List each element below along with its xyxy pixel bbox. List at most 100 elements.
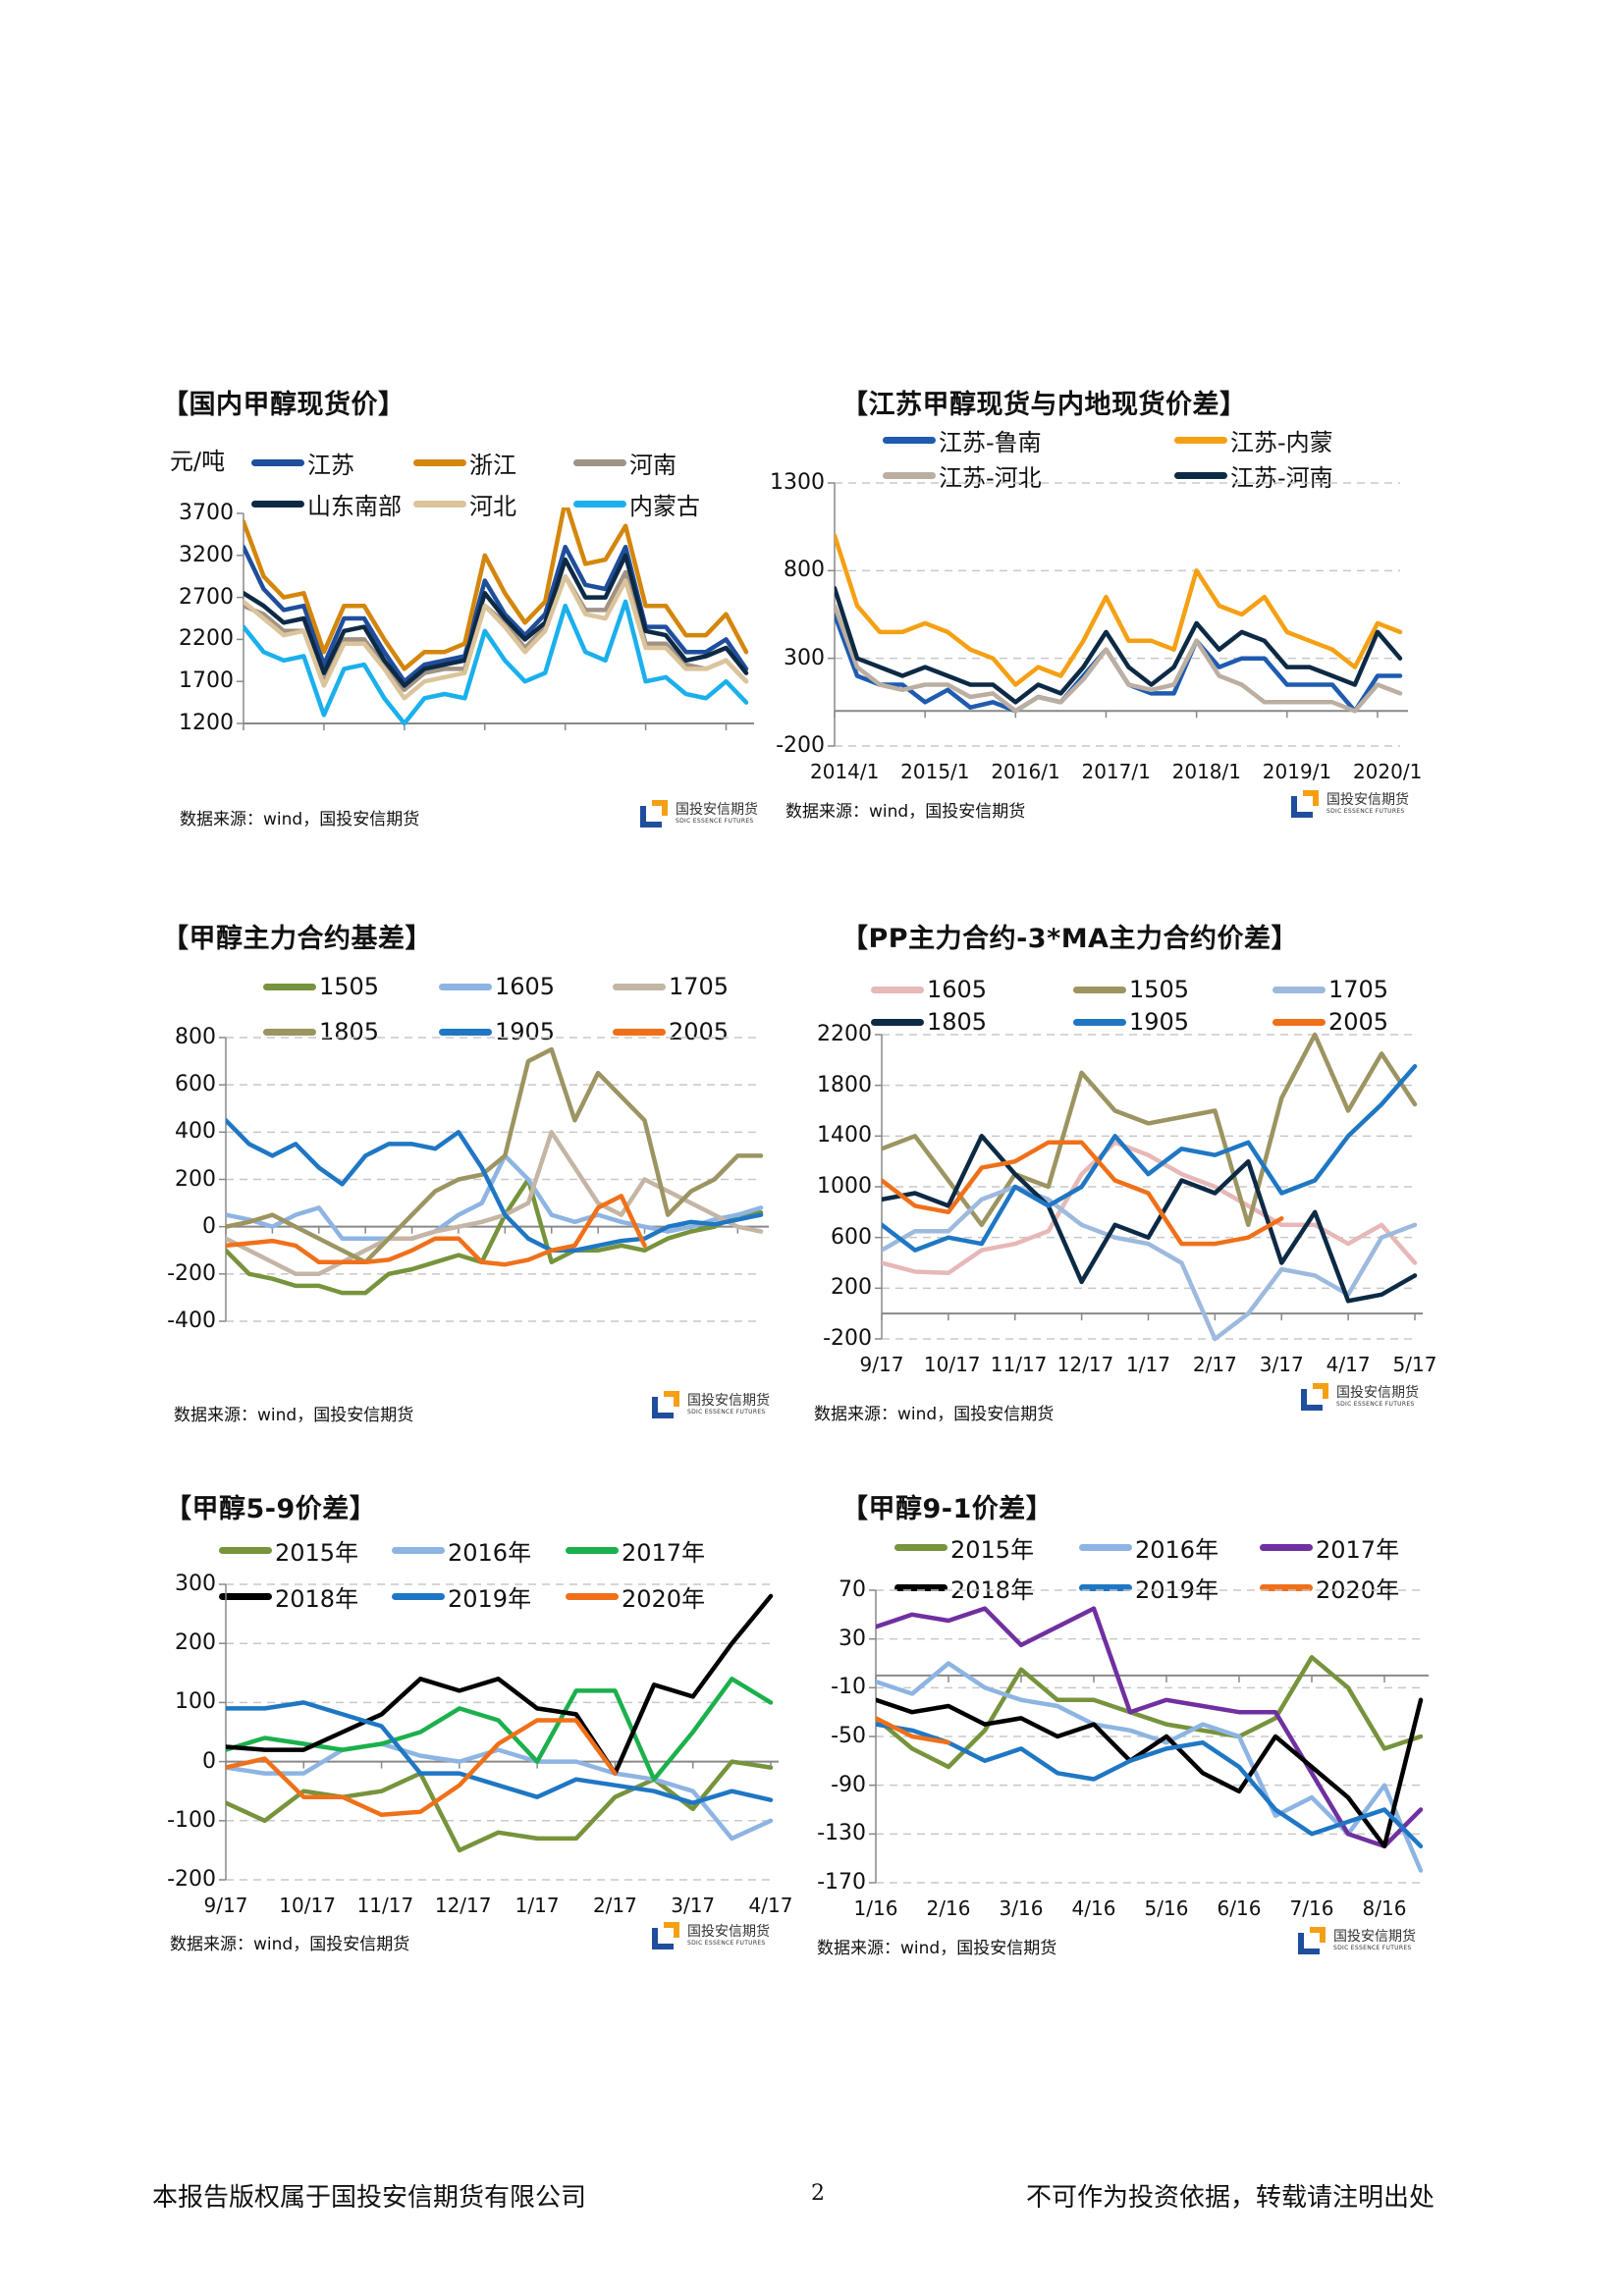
legend-swatch xyxy=(1272,1018,1326,1026)
data-source-note: 数据来源：wind，国投安信期货 xyxy=(785,802,1026,822)
series-line-4 xyxy=(835,585,1403,705)
y-tick-label: 1700 xyxy=(179,668,234,694)
legend-item: 2005 xyxy=(613,1017,729,1046)
legend-item: 江苏 xyxy=(251,448,354,479)
legend-swatch xyxy=(566,1592,619,1600)
company-logo: 国投安信期货 SDIC ESSENCE FUTURES xyxy=(638,800,758,828)
legend-label: 江苏-内蒙 xyxy=(1230,428,1333,456)
legend-label: 江苏-河北 xyxy=(939,463,1042,492)
legend-item: 1505 xyxy=(1073,975,1189,1004)
logo-text-cn: 国投安信期货 xyxy=(676,801,758,818)
legend-label: 内蒙古 xyxy=(629,492,700,520)
legend-swatch xyxy=(613,1028,666,1036)
legend-label: 2016年 xyxy=(448,1538,532,1567)
legend-label: 1505 xyxy=(1129,976,1190,1003)
series-line-3 xyxy=(882,1184,1418,1342)
company-logo: 国投安信期货 SDIC ESSENCE FUTURES xyxy=(1299,1383,1419,1411)
legend-swatch xyxy=(251,500,304,507)
legend-label: 2017年 xyxy=(1316,1535,1400,1564)
footer-disclaimer: 不可作为投资依据，转载请注明出处 xyxy=(1026,2183,1435,2213)
legend-item: 2015年 xyxy=(219,1535,358,1567)
legend-item: 1605 xyxy=(871,975,987,1004)
legend-swatch xyxy=(894,1543,947,1551)
series-line-5 xyxy=(882,1064,1418,1253)
y-tick-label: 30 xyxy=(839,1626,866,1651)
legend-item: 江苏-鲁南 xyxy=(883,425,1042,456)
y-tick-label: -200 xyxy=(167,1867,216,1892)
legend-swatch xyxy=(1272,986,1326,993)
data-source-note: 数据来源：wind，国投安信期货 xyxy=(817,1939,1057,1958)
series-line-6 xyxy=(882,1140,1284,1247)
legend-label: 2005 xyxy=(669,1018,730,1045)
y-tick-label: 800 xyxy=(175,1025,216,1049)
legend-label: 河南 xyxy=(629,451,677,479)
logo-text-en: SDIC ESSENCE FUTURES xyxy=(1336,1400,1415,1408)
series-line-6 xyxy=(244,599,749,726)
logo-text: 国投安信期货 SDIC ESSENCE FUTURES xyxy=(687,1393,770,1416)
y-tick-label: -100 xyxy=(167,1807,216,1833)
logo-text-en: SDIC ESSENCE FUTURES xyxy=(687,1408,766,1415)
series-line-6 xyxy=(226,1718,618,1818)
legend-label: 1605 xyxy=(927,976,988,1003)
series-line-1 xyxy=(876,1655,1424,1770)
company-logo: 国投安信期货 SDIC ESSENCE FUTURES xyxy=(650,1391,770,1418)
legend-swatch xyxy=(392,1546,445,1554)
legend-swatch xyxy=(573,500,626,507)
legend-item: 1705 xyxy=(613,972,729,1001)
legend-swatch xyxy=(883,436,936,444)
y-tick-label: -200 xyxy=(823,1326,872,1351)
chart-title: 【甲醇9-1价差】 xyxy=(841,1494,1054,1524)
x-tick-label: 3/17 xyxy=(671,1894,716,1917)
page-number: 2 xyxy=(811,2181,825,2206)
legend-item: 2020年 xyxy=(566,1581,705,1613)
y-tick-label: 200 xyxy=(175,1166,216,1192)
series-line-4 xyxy=(876,1697,1424,1849)
series-line-5 xyxy=(226,1118,764,1254)
legend-swatch xyxy=(883,471,936,479)
x-tick-label: 3/16 xyxy=(999,1896,1044,1920)
y-tick-label: -90 xyxy=(831,1772,866,1797)
y-tick-label: 2200 xyxy=(817,1022,872,1046)
legend-item: 河北 xyxy=(413,489,516,520)
y-tick-label: 3700 xyxy=(179,501,234,525)
legend-item: 2005 xyxy=(1272,1007,1388,1037)
chart-title: 【PP主力合约-3*MA主力合约价差】 xyxy=(841,924,1298,954)
logo-mark-icon xyxy=(638,800,670,828)
data-source-note: 数据来源：wind，国投安信期货 xyxy=(180,810,420,829)
logo-text: 国投安信期货 SDIC ESSENCE FUTURES xyxy=(1333,1929,1416,1952)
x-tick-label: 10/17 xyxy=(923,1353,981,1376)
y-tick-label: 300 xyxy=(784,645,825,670)
logo-text-en: SDIC ESSENCE FUTURES xyxy=(1326,807,1405,815)
x-tick-label: 9/17 xyxy=(859,1353,904,1376)
legend-swatch xyxy=(392,1592,445,1600)
legend-item: 江苏-河北 xyxy=(883,460,1042,492)
y-tick-label: 70 xyxy=(839,1577,866,1602)
series-line-3 xyxy=(835,603,1403,714)
y-tick-label: 2200 xyxy=(179,626,234,652)
series-line-6 xyxy=(226,1194,647,1267)
y-tick-label: 100 xyxy=(175,1689,216,1715)
series-line-4 xyxy=(226,1046,764,1265)
legend-item: 江苏-河南 xyxy=(1174,460,1333,492)
legend-swatch xyxy=(894,1583,947,1591)
logo-text-cn: 国投安信期货 xyxy=(687,1923,770,1940)
y-tick-label: 1800 xyxy=(817,1072,872,1097)
chart-title: 【甲醇5-9价差】 xyxy=(165,1494,377,1524)
legend-swatch xyxy=(219,1546,272,1554)
x-tick-label: 5/16 xyxy=(1144,1896,1189,1920)
logo-text: 国投安信期货 SDIC ESSENCE FUTURES xyxy=(1336,1385,1419,1409)
data-source-note: 数据来源：wind，国投安信期货 xyxy=(814,1405,1055,1424)
legend-swatch xyxy=(219,1592,272,1600)
logo-text-en: SDIC ESSENCE FUTURES xyxy=(687,1939,766,1947)
legend-swatch xyxy=(263,1028,316,1036)
y-tick-label: 3200 xyxy=(179,542,234,567)
y-tick-label: 200 xyxy=(175,1630,216,1656)
legend-label: 山东南部 xyxy=(307,492,402,520)
legend-item: 2019年 xyxy=(1079,1573,1218,1604)
legend-label: 1905 xyxy=(495,1018,556,1045)
logo-mark-icon xyxy=(650,1922,681,1949)
logo-text: 国投安信期货 SDIC ESSENCE FUTURES xyxy=(1326,792,1409,816)
